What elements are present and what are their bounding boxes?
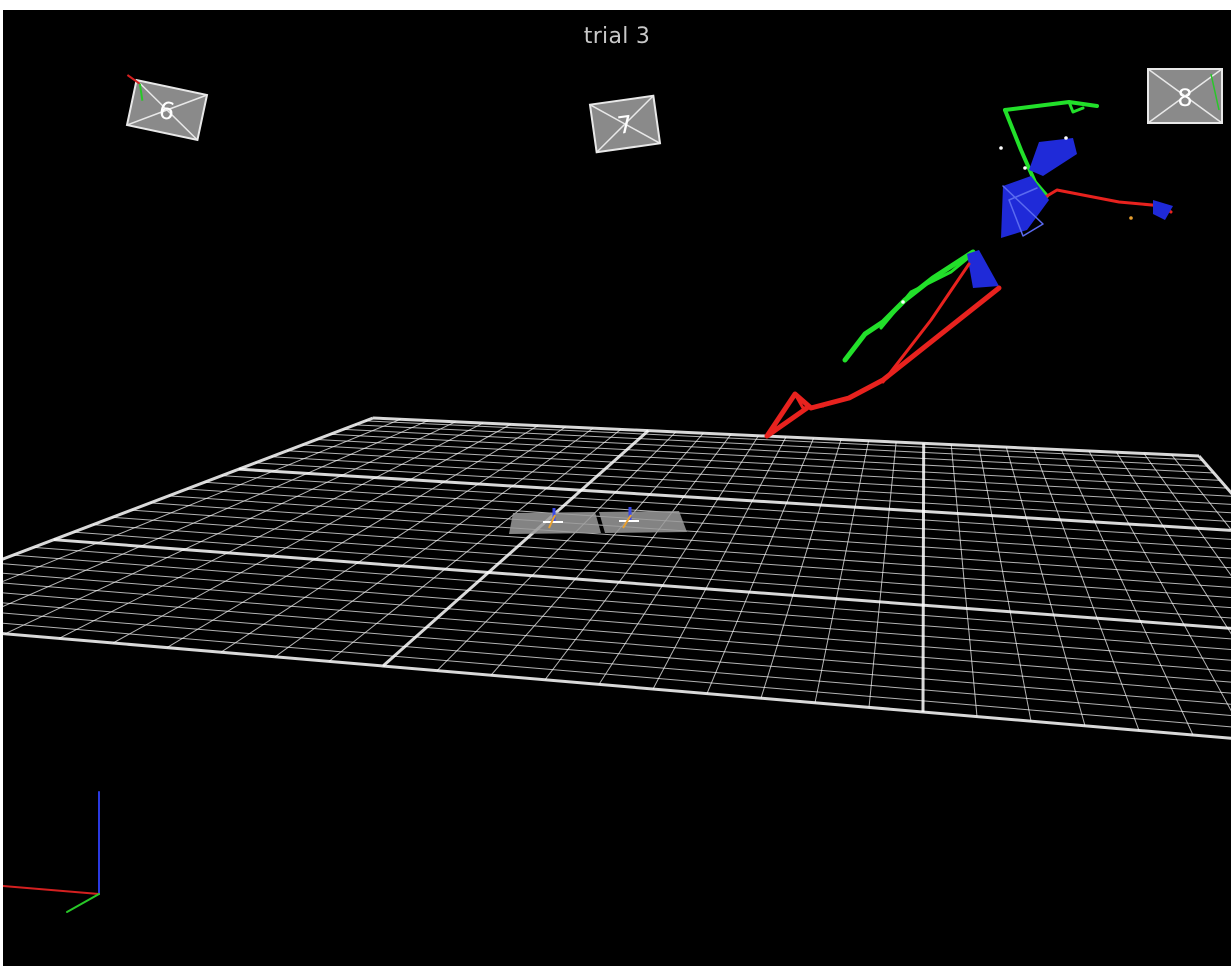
grid-line <box>652 436 787 690</box>
scene-canvas[interactable]: 6 7 8 <box>3 10 1231 966</box>
camera-label: 7 <box>616 110 635 140</box>
force-plates <box>509 507 687 534</box>
grid-line <box>238 467 1231 532</box>
grid-line <box>760 439 842 699</box>
grid-line <box>3 622 1231 728</box>
grid-line <box>3 420 429 608</box>
grid-line <box>58 422 484 639</box>
grid-line <box>255 462 1231 522</box>
grid-line <box>544 434 732 681</box>
grid-line <box>1060 449 1194 736</box>
grid-line <box>868 442 897 708</box>
grid-line <box>978 445 1032 722</box>
grid-line <box>706 438 814 694</box>
grid-line <box>302 444 1231 497</box>
axis-x-line <box>3 885 100 895</box>
force-plate-right <box>599 511 687 533</box>
grid-line <box>274 427 594 658</box>
camera-7[interactable]: 7 <box>588 94 662 154</box>
skeleton-segment-blue-torso <box>1029 138 1077 176</box>
camera-8[interactable]: 8 <box>1147 68 1223 124</box>
grid-line <box>1171 454 1231 531</box>
grid-line <box>3 582 1231 683</box>
grid-line <box>1088 450 1231 712</box>
grid-line <box>436 431 677 671</box>
grid-line <box>328 429 622 662</box>
skeleton-segment-red-lower <box>764 285 1002 439</box>
grid-line <box>950 444 978 717</box>
skeleton-model[interactable] <box>764 100 1173 439</box>
grid-line <box>13 554 1231 651</box>
grid-line <box>1005 446 1086 726</box>
grid-line <box>1115 451 1231 635</box>
grid-line <box>166 425 539 649</box>
grid-line <box>598 435 759 685</box>
camera-label: 8 <box>1177 84 1192 112</box>
grid-line <box>4 421 456 635</box>
axis-y-line <box>66 893 100 913</box>
grid-line <box>3 602 1231 705</box>
grid-line <box>382 429 650 668</box>
grid-line <box>3 418 401 582</box>
grid-line <box>220 426 567 653</box>
grid-line <box>3 592 1231 694</box>
grid-line <box>186 488 1231 559</box>
grid-line <box>112 423 511 644</box>
grid-line <box>3 612 1231 717</box>
grid-line <box>3 416 374 561</box>
grid-line <box>1143 453 1231 577</box>
camera-6[interactable]: 6 <box>117 74 209 142</box>
grid-line <box>53 538 1231 630</box>
3d-viewport[interactable]: 6 7 8 <box>3 10 1231 966</box>
grid-line <box>1033 448 1140 731</box>
skeleton-segment-red-upper <box>1045 188 1173 214</box>
grid-line <box>814 440 870 703</box>
grid-line <box>3 632 1231 740</box>
camera-label: 6 <box>156 96 177 127</box>
trial-title: trial 3 <box>583 24 651 49</box>
grid-line <box>490 432 704 676</box>
axes-gizmo <box>3 791 100 913</box>
floor-grid <box>3 416 1231 740</box>
grid-line <box>921 443 926 713</box>
